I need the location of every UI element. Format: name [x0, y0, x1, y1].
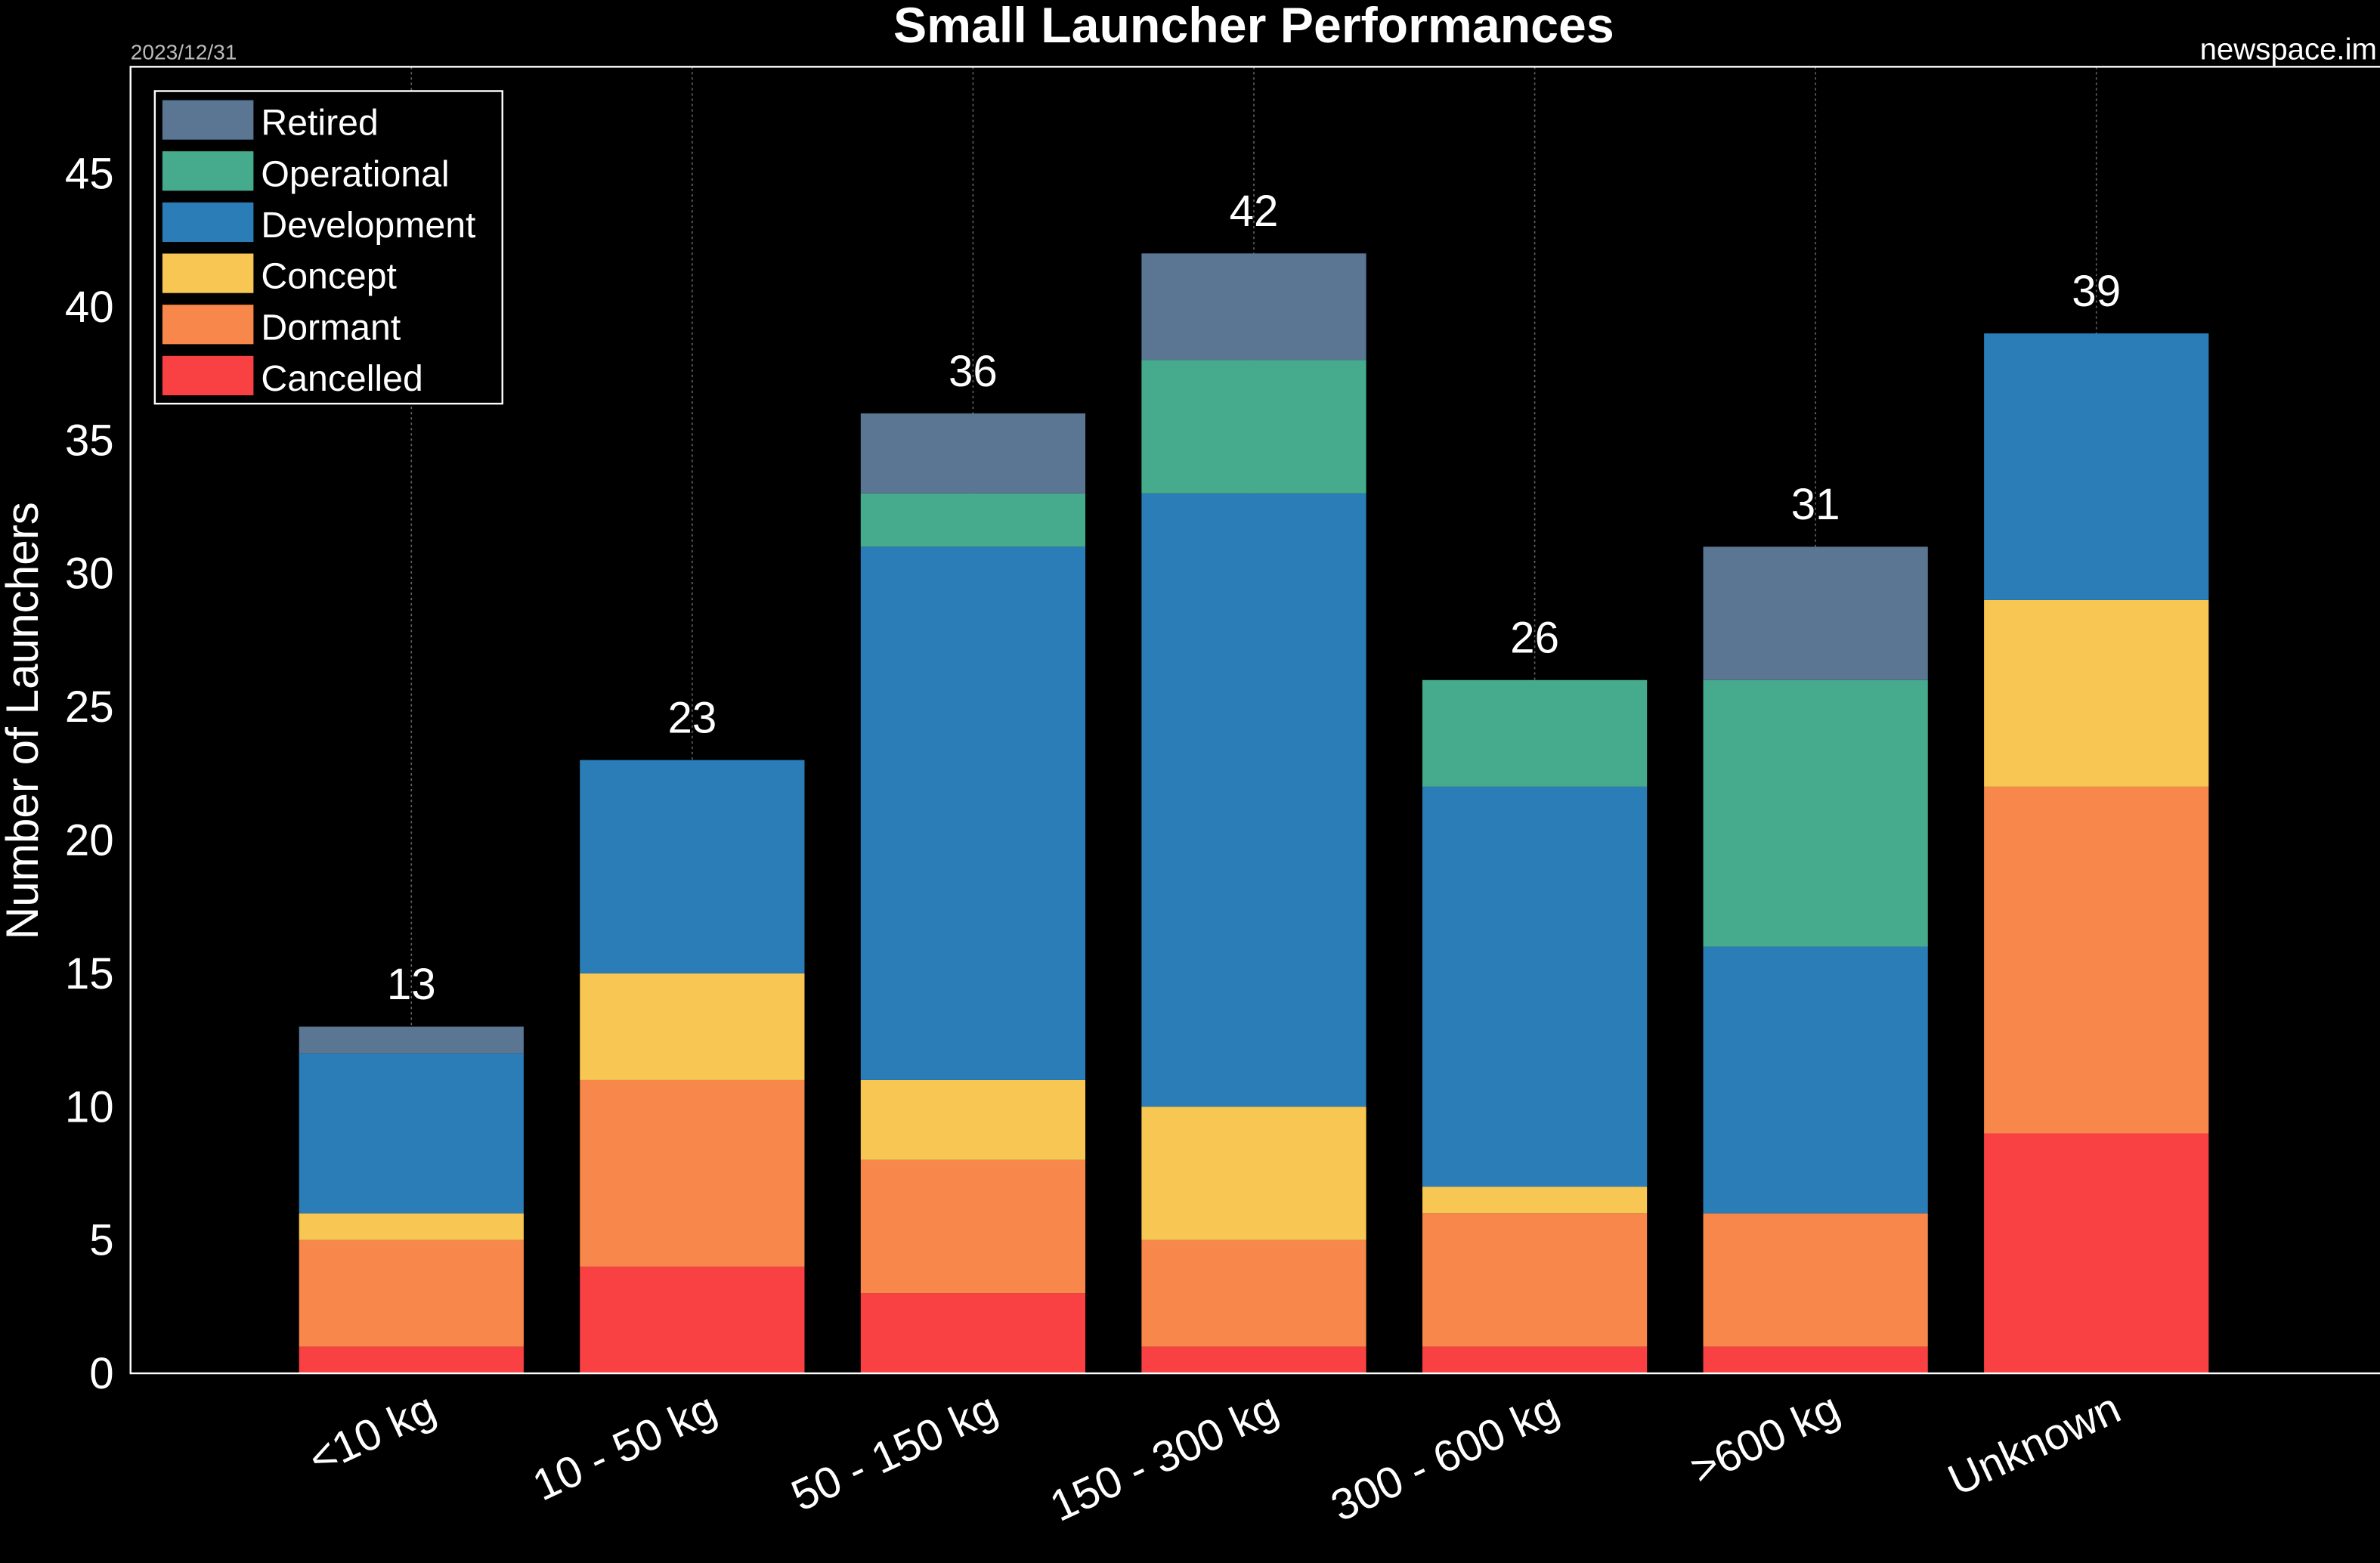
bar-segment-retired	[299, 1026, 524, 1054]
x-tick-label: 150 - 300 kg	[1043, 1383, 1286, 1531]
bar-segment-operational	[1422, 679, 1648, 787]
bar-segment-development	[1141, 493, 1366, 1107]
bar-segment-concept	[1422, 1187, 1648, 1214]
y-tick-label: 0	[89, 1349, 113, 1398]
bar-segment-development	[1703, 946, 1928, 1214]
x-tick-label: Unknown	[1941, 1383, 2128, 1505]
bar-segment-cancelled	[1984, 1133, 2209, 1374]
legend-swatch-development	[162, 202, 254, 243]
total-label: 13	[387, 960, 436, 1009]
bar-segment-retired	[1703, 546, 1928, 680]
y-tick-label: 25	[65, 682, 114, 732]
bar-segment-concept	[580, 973, 805, 1080]
legend-label-dormant: Dormant	[261, 307, 401, 348]
y-tick-label: 20	[65, 816, 114, 865]
x-tick-label: <10 kg	[302, 1383, 443, 1484]
y-ticks: 0 5 10 15 20 25 30 35 40 45	[65, 150, 114, 1399]
date-note: 2023/12/31	[131, 40, 237, 63]
bars	[299, 253, 2209, 1374]
total-label: 42	[1230, 187, 1279, 236]
legend-swatch-operational	[162, 151, 254, 191]
legend-swatch-dormant	[162, 305, 254, 345]
y-tick-label: 40	[65, 283, 114, 332]
legend-swatch-cancelled	[162, 355, 254, 396]
bar-segment-dormant	[1141, 1240, 1366, 1347]
legend-frame	[153, 90, 503, 405]
bar-segment-concept	[860, 1079, 1086, 1160]
bar-segment-operational	[1703, 679, 1928, 947]
y-tick-label: 35	[65, 416, 114, 465]
legend-label-operational: Operational	[261, 153, 449, 194]
bar-segment-development	[1422, 786, 1648, 1187]
x-tick-label: 300 - 600 kg	[1323, 1383, 1566, 1531]
bar-segment-development	[299, 1053, 524, 1214]
bar-segment-dormant	[299, 1240, 524, 1347]
plot-frame	[129, 66, 2380, 1375]
x-ticks: <10 kg 10 - 50 kg 50 - 150 kg 150 - 300 kg 3…	[302, 1383, 2128, 1531]
bar-segment-dormant	[1703, 1213, 1928, 1347]
legend-label-retired: Retired	[261, 103, 378, 144]
bar-segment-operational	[1141, 360, 1366, 494]
total-label: 31	[1791, 480, 1840, 529]
bar-segment-dormant	[580, 1079, 805, 1267]
source-note: newspace.im	[2200, 32, 2377, 66]
bar-segment-retired	[860, 413, 1086, 494]
legend-swatch-concept	[162, 253, 254, 293]
x-tick-label: 50 - 150 kg	[785, 1383, 1005, 1521]
bar-segment-concept	[299, 1213, 524, 1240]
bar-segment-cancelled	[1422, 1346, 1648, 1374]
bar-segment-cancelled	[1703, 1346, 1928, 1374]
total-labels: 13 23 36 42 26 31 39	[387, 187, 2121, 1009]
bar-segment-development	[580, 760, 805, 973]
chart-title: Small Launcher Performances	[893, 0, 1614, 54]
bar-segment-dormant	[1422, 1213, 1648, 1347]
y-tick-label: 45	[65, 150, 114, 199]
legend-swatch-retired	[162, 100, 254, 140]
y-axis-label: Number of Launchers	[0, 502, 48, 939]
x-tick-label: 10 - 50 kg	[525, 1383, 723, 1510]
bar-segment-operational	[860, 493, 1086, 547]
total-label: 23	[667, 693, 716, 742]
y-tick-label: 15	[65, 949, 114, 998]
bar-segment-development	[1984, 333, 2209, 600]
bar-segment-concept	[1984, 599, 2209, 787]
legend: Retired Operational Development Concept Dorm…	[153, 90, 503, 405]
bar-segment-cancelled	[299, 1346, 524, 1374]
y-tick-label: 10	[65, 1082, 114, 1131]
bar-segment-cancelled	[860, 1293, 1086, 1374]
legend-label-development: Development	[261, 205, 476, 246]
y-tick-label: 30	[65, 549, 114, 599]
bar-segment-retired	[1141, 253, 1366, 361]
total-label: 36	[949, 347, 998, 396]
bar-segment-cancelled	[1141, 1346, 1366, 1374]
x-tick-label: >600 kg	[1683, 1383, 1847, 1494]
total-label: 26	[1510, 614, 1559, 663]
bar-segment-cancelled	[580, 1266, 805, 1374]
legend-label-cancelled: Cancelled	[261, 358, 422, 399]
bar-segment-dormant	[860, 1159, 1086, 1294]
bar-segment-dormant	[1984, 786, 2209, 1134]
total-label: 39	[2072, 267, 2121, 316]
bar-segment-development	[860, 546, 1086, 1080]
legend-label-concept: Concept	[261, 256, 397, 297]
bar-segment-concept	[1141, 1106, 1366, 1240]
y-tick-label: 5	[89, 1216, 113, 1265]
